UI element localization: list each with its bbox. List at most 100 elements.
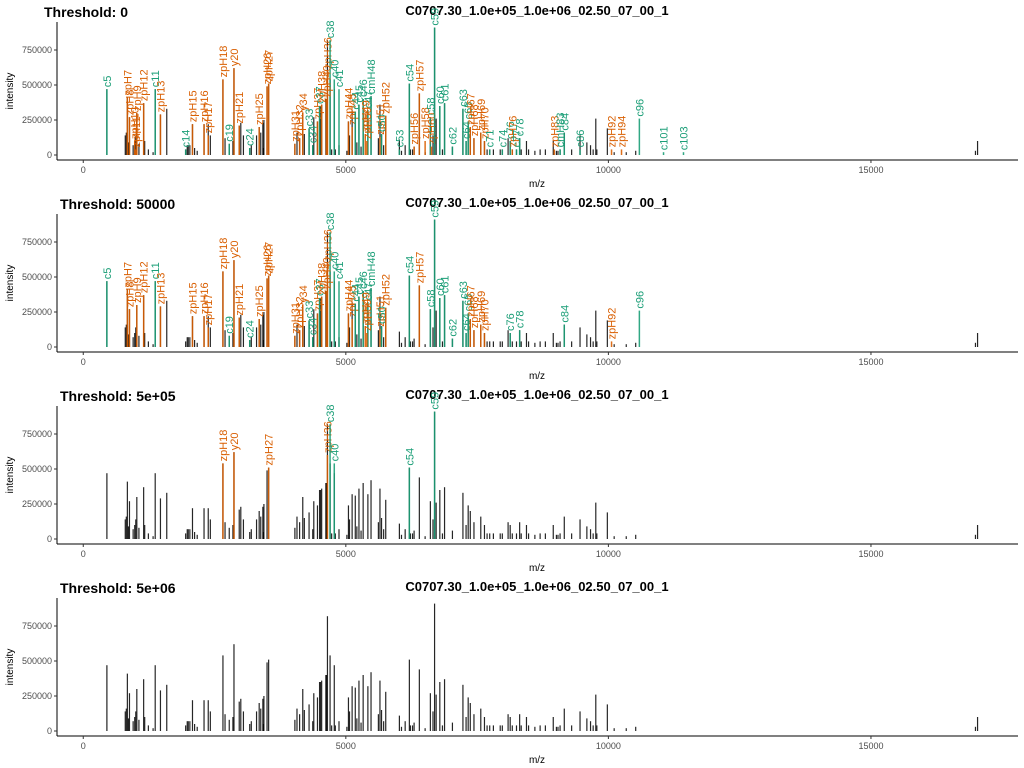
ion-label: y20: [229, 240, 241, 258]
ion-label: c33: [304, 109, 316, 127]
y-tick-label: 500000: [22, 80, 52, 90]
ion-label: zpH13: [155, 81, 167, 113]
ion-label: c38: [325, 212, 337, 230]
ion-label: zpH21: [234, 92, 246, 124]
ion-label: c77: [511, 130, 523, 148]
ion-label: zpH36: [322, 37, 334, 69]
ion-label: c86: [575, 130, 587, 148]
panel-spectrum-title: C0707.30_1.0e+05_1.0e+06_02.50_07_00_1: [405, 579, 668, 594]
ion-label: c50: [377, 306, 389, 324]
x-tick-label: 15000: [858, 165, 883, 175]
ion-label: c11: [150, 70, 162, 87]
ion-label: y34: [298, 285, 310, 303]
ion-label: zpH10: [130, 107, 142, 139]
ion-label: zpH21: [234, 284, 246, 316]
ion-label: c74: [497, 130, 509, 148]
ion-label: c45: [354, 85, 366, 103]
ion-label: zpH40: [321, 257, 333, 289]
ion-label: zpH18: [218, 238, 230, 270]
ion-label: zpH15: [187, 90, 199, 122]
ion-label: zpH50: [362, 299, 374, 331]
ion-label: zpH70: [479, 299, 491, 331]
ion-label: zpH68: [469, 296, 481, 328]
ion-label: c59: [430, 8, 442, 26]
ion-label: c60: [435, 86, 447, 104]
ion-label: zpH70: [479, 107, 491, 139]
ion-label: zpH52: [381, 82, 393, 114]
ion-label: c96: [634, 291, 646, 309]
x-tick-label: 15000: [858, 741, 883, 751]
y-tick-label: 0: [47, 342, 52, 352]
ion-label: zpH69: [476, 99, 488, 131]
y-tick-label: 250000: [22, 499, 52, 509]
ion-label: zpH49: [360, 100, 372, 132]
x-tick-label: 0: [81, 741, 86, 751]
ion-label: zpH16: [199, 90, 211, 122]
ion-label: c84: [559, 305, 571, 323]
ion-label: zpH57: [414, 252, 426, 284]
ion-label: zpH16: [199, 282, 211, 314]
panel-threshold-title: Threshold: 0: [44, 4, 128, 20]
ion-label: c65: [463, 294, 475, 312]
y-tick-label: 500000: [22, 464, 52, 474]
x-tick-label: 10000: [596, 357, 621, 367]
ion-label: c47: [363, 90, 375, 108]
ion-label: zpH9: [132, 85, 144, 111]
ion-label: c41: [334, 69, 346, 87]
ion-label: zpH67: [465, 285, 477, 317]
ion-label: c78: [515, 118, 527, 136]
x-axis-title: m/z: [529, 179, 545, 190]
ion-label: c45: [354, 277, 366, 295]
ion-label: c78: [515, 310, 527, 328]
ion-label: zpH13: [155, 273, 167, 305]
panel-threshold-title: Threshold: 50000: [60, 196, 175, 212]
panel-2: Threshold: 50000 C0707.30_1.0e+05_1.0e+06…: [5, 195, 1018, 382]
y-tick-label: 750000: [22, 45, 52, 55]
ion-label: zpH31: [290, 110, 302, 142]
ion-label: c61: [440, 83, 452, 101]
ion-label: c11: [150, 262, 162, 279]
ion-label: c14: [181, 130, 193, 148]
ion-label: c47: [363, 282, 375, 300]
y-tick-label: 0: [47, 150, 52, 160]
ion-label: c59: [430, 200, 442, 218]
ion-label: zpH68: [469, 104, 481, 136]
ion-label: c62: [447, 319, 459, 337]
panel-spectrum-title: C0707.30_1.0e+05_1.0e+06_02.50_07_00_1: [405, 3, 668, 18]
y-tick-label: 750000: [22, 237, 52, 247]
ion-label: zpH31: [290, 302, 302, 334]
ion-label: zpH17: [203, 102, 215, 134]
panel-spectrum-title: C0707.30_1.0e+05_1.0e+06_02.50_07_00_1: [405, 195, 668, 210]
ion-label: c5: [102, 268, 114, 280]
ion-label: zpH27: [264, 50, 276, 82]
ion-label: zpH92: [607, 308, 619, 340]
y-tick-label: 0: [47, 726, 52, 736]
ion-label: zpH49: [360, 292, 372, 324]
ion-label: c60: [435, 278, 447, 296]
ion-label: c76: [505, 121, 517, 139]
y-tick-label: 500000: [22, 272, 52, 282]
ion-label: zpH40: [321, 65, 333, 97]
y-axis-title: intensity: [5, 265, 16, 302]
panel-3: Threshold: 5e+05 C0707.30_1.0e+05_1.0e+06…: [5, 387, 1018, 574]
y-axis-title: intensity: [5, 649, 16, 686]
ion-label: c54: [404, 64, 416, 82]
panel-threshold-title: Threshold: 5e+06: [60, 580, 176, 596]
ion-label: zpH32: [295, 104, 307, 136]
ion-label: zpH60: [426, 113, 438, 145]
ion-label: c101: [659, 126, 671, 150]
y-tick-label: 250000: [22, 307, 52, 317]
ion-label: c24: [245, 128, 257, 146]
x-tick-label: 5000: [336, 549, 356, 559]
ion-label: c71: [485, 130, 497, 148]
ion-label: c33: [304, 301, 316, 319]
ion-label: zpH57: [414, 60, 426, 92]
ion-label: c54: [404, 256, 416, 274]
x-tick-label: 5000: [336, 741, 356, 751]
x-axis-title: m/z: [529, 755, 545, 766]
ion-label: c63: [458, 89, 470, 107]
x-tick-label: 15000: [858, 357, 883, 367]
ion-label: zpH11: [131, 116, 143, 147]
